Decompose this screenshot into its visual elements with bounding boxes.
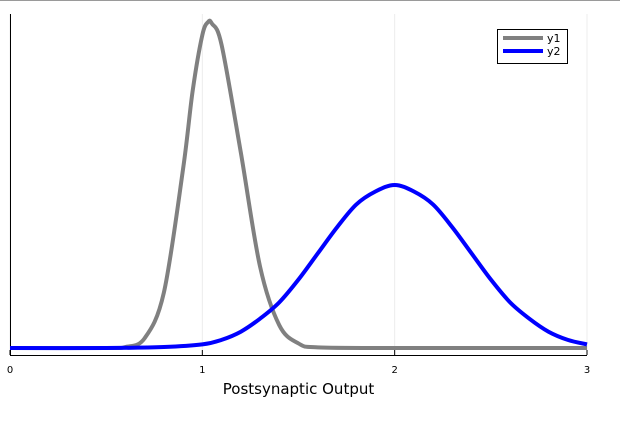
x-tick-label: 3 <box>584 365 590 376</box>
grid-lines <box>9 14 588 355</box>
top-border-line <box>0 0 620 1</box>
series-line-y2 <box>9 183 588 351</box>
legend-label-y1: y1 <box>547 32 561 45</box>
series-lines <box>9 18 588 351</box>
x-tick-label: 2 <box>391 365 397 376</box>
legend-label-y2: y2 <box>547 45 561 58</box>
x-ticks: 0 1 2 3 <box>7 350 590 376</box>
series-line-y1 <box>9 18 587 351</box>
x-tick-label: 1 <box>199 365 205 376</box>
axes <box>10 14 587 356</box>
x-tick-label: 0 <box>7 365 13 376</box>
x-axis-label: Postsynaptic Output <box>223 380 375 398</box>
legend-box <box>497 29 568 64</box>
